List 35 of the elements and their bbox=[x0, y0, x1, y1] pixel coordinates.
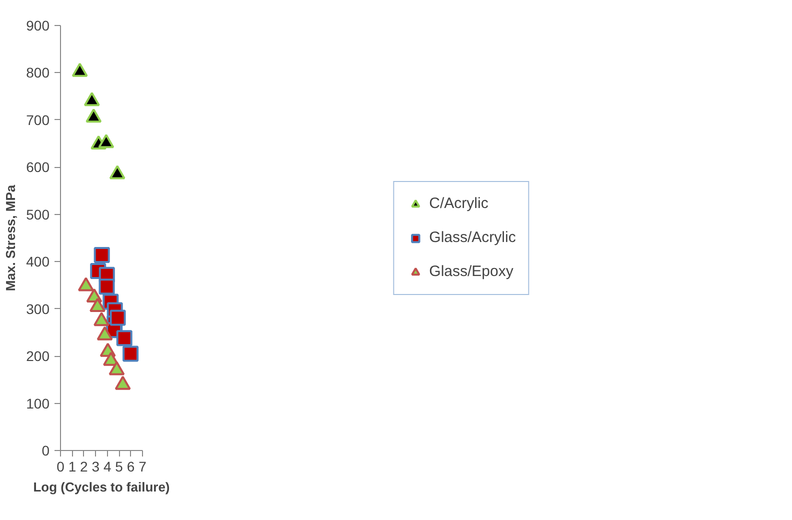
point bbox=[94, 312, 110, 326]
x-tick-label: 1 bbox=[68, 458, 76, 474]
point bbox=[102, 352, 119, 366]
y-tick-label: 0 bbox=[42, 442, 50, 458]
point bbox=[98, 134, 114, 148]
y-tick-label: 100 bbox=[26, 395, 50, 412]
y-tick-label: 300 bbox=[26, 300, 50, 317]
y-tick-label: 800 bbox=[26, 64, 50, 81]
point bbox=[108, 361, 125, 376]
y-tick-label: 700 bbox=[26, 112, 50, 128]
x-tick-label: 3 bbox=[92, 458, 100, 474]
x-axis-title: Log (Cycles to failure) bbox=[33, 480, 170, 494]
y-tick-label: 200 bbox=[26, 348, 50, 364]
point bbox=[86, 108, 102, 123]
y-tick-label: 400 bbox=[26, 254, 50, 270]
y-tick-label: 600 bbox=[26, 159, 50, 176]
point bbox=[114, 376, 131, 390]
x-tick-label: 5 bbox=[115, 458, 124, 474]
legend-label: Glass/Acrylic bbox=[429, 229, 516, 246]
x-tick-label: 6 bbox=[126, 458, 135, 474]
point bbox=[109, 165, 126, 180]
y-tick-label: 900 bbox=[26, 18, 50, 34]
point bbox=[90, 298, 106, 312]
point bbox=[96, 326, 113, 340]
legend-label: Glass/Epoxy bbox=[429, 263, 514, 280]
legend-label: C/Acrylic bbox=[429, 195, 488, 212]
x-tick-label: 2 bbox=[80, 458, 88, 474]
y-tick-label: 500 bbox=[26, 206, 50, 222]
point bbox=[84, 92, 100, 106]
x-tick-label: 7 bbox=[138, 458, 147, 474]
point bbox=[72, 62, 88, 77]
x-tick-label: 4 bbox=[103, 458, 112, 474]
point bbox=[78, 277, 94, 292]
x-tick-label: 0 bbox=[56, 458, 65, 474]
y-axis-title: Max. Stress, MPa bbox=[3, 184, 18, 292]
